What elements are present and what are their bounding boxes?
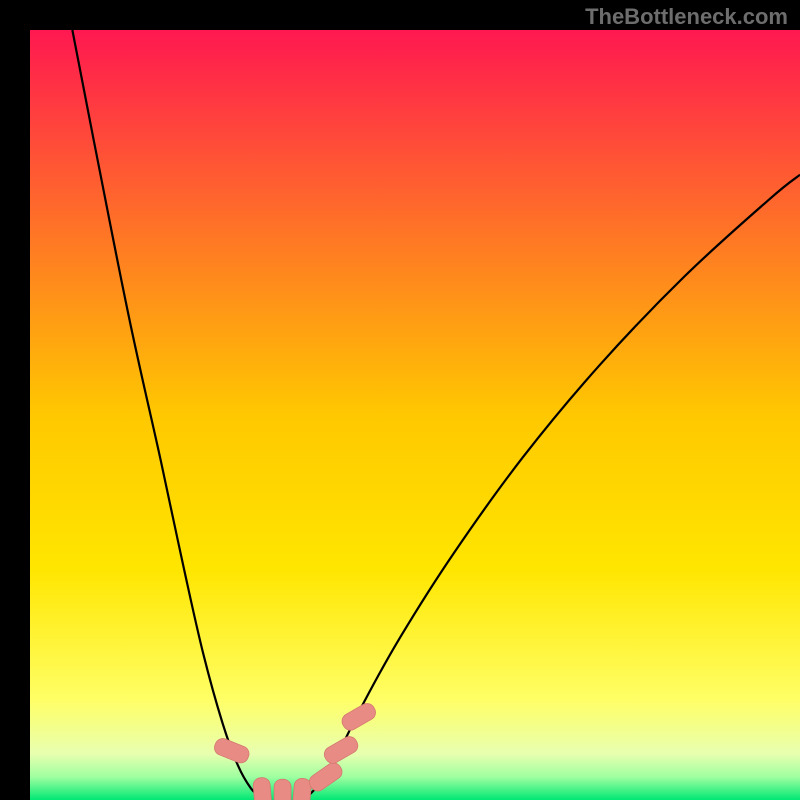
watermark-text: TheBottleneck.com	[585, 4, 788, 30]
bottleneck-curve-chart	[30, 30, 800, 800]
curve-marker	[212, 736, 251, 765]
plot-area	[30, 30, 800, 800]
curve-marker	[274, 779, 291, 800]
curve-right	[307, 175, 800, 797]
chart-frame: TheBottleneck.com	[0, 0, 800, 800]
curve-marker	[322, 734, 361, 766]
curve-marker	[253, 777, 273, 800]
curve-marker	[339, 701, 378, 733]
curve-marker	[306, 760, 345, 794]
curve-marker	[292, 778, 312, 800]
curve-left	[72, 30, 261, 797]
markers-group	[212, 701, 378, 800]
